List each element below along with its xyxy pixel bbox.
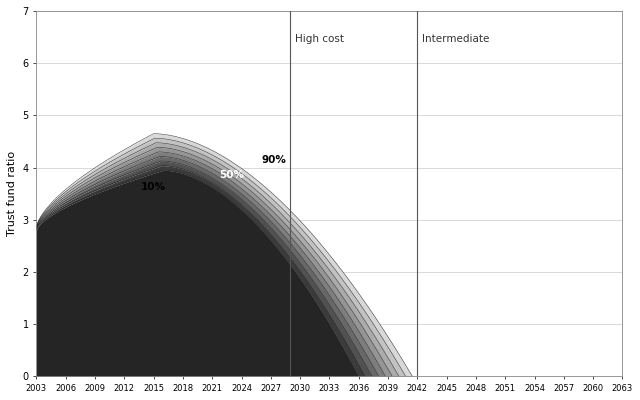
Y-axis label: Trust fund ratio: Trust fund ratio [7, 151, 17, 236]
Text: Intermediate: Intermediate [422, 34, 490, 44]
Text: 90%: 90% [261, 155, 286, 165]
Text: 50%: 50% [220, 170, 244, 180]
Text: 10%: 10% [141, 182, 166, 192]
Text: High cost: High cost [295, 34, 344, 44]
